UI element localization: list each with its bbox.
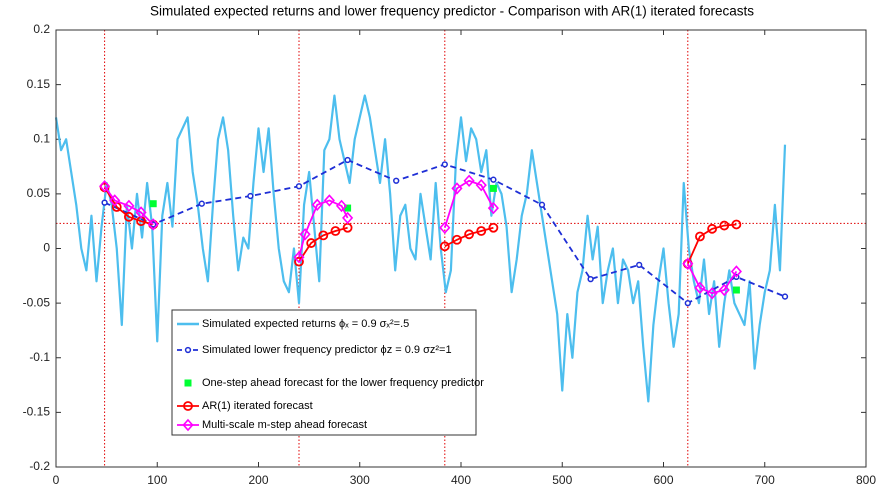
y-tick-label: 0 xyxy=(43,241,50,255)
marker xyxy=(393,177,400,184)
marker xyxy=(706,287,718,300)
y-tick-label: -0.05 xyxy=(23,295,51,309)
marker xyxy=(463,174,475,187)
marker xyxy=(101,199,108,206)
legend-label: AR(1) iterated forecast xyxy=(202,400,313,412)
marker xyxy=(464,229,475,240)
marker xyxy=(109,194,121,207)
marker xyxy=(295,183,303,190)
marker xyxy=(475,178,487,192)
marker xyxy=(731,219,742,230)
marker xyxy=(149,200,157,208)
x-tick-label: 400 xyxy=(451,473,471,487)
marker xyxy=(123,211,134,222)
marker xyxy=(587,275,594,283)
marker xyxy=(489,184,497,192)
marker xyxy=(682,257,694,270)
marker xyxy=(198,200,205,207)
marker xyxy=(707,223,717,234)
marker xyxy=(147,218,159,231)
marker xyxy=(718,283,730,297)
marker xyxy=(452,234,462,245)
marker xyxy=(323,194,335,207)
x-tick-label: 700 xyxy=(755,473,775,487)
series-line xyxy=(54,94,787,403)
y-tick-label: 0.15 xyxy=(27,77,51,91)
marker xyxy=(538,201,546,208)
marker xyxy=(441,161,448,168)
y-tick-label: 0.1 xyxy=(33,131,50,145)
x-tick-label: 0 xyxy=(53,473,60,487)
legend-marker xyxy=(184,346,192,354)
marker xyxy=(247,192,254,200)
marker xyxy=(732,286,740,294)
marker xyxy=(636,261,643,269)
legend-marker xyxy=(184,379,192,387)
marker xyxy=(330,226,341,236)
legend-label: Simulated lower frequency predictor ϕz =… xyxy=(202,344,452,356)
marker xyxy=(293,251,305,264)
marker xyxy=(439,221,451,234)
marker xyxy=(451,182,463,195)
marker xyxy=(123,199,135,213)
marker xyxy=(335,199,348,213)
y-tick-label: -0.1 xyxy=(29,350,50,364)
marker xyxy=(730,265,742,278)
legend-label: Simulated expected returns ϕₓ = 0.9 σₓ²=… xyxy=(202,318,409,330)
x-tick-label: 800 xyxy=(856,473,876,487)
chart-title: Simulated expected returns and lower fre… xyxy=(150,4,754,19)
series-line xyxy=(103,179,738,295)
x-tick-label: 500 xyxy=(552,473,572,487)
marker xyxy=(299,228,311,241)
marker xyxy=(487,201,499,215)
x-tick-label: 600 xyxy=(653,473,673,487)
marker xyxy=(719,220,730,231)
marker xyxy=(490,176,497,183)
marker xyxy=(99,180,111,193)
marker xyxy=(344,204,352,212)
y-tick-label: 0.2 xyxy=(33,22,50,36)
marker xyxy=(294,256,304,267)
axes-box xyxy=(55,29,867,468)
marker xyxy=(344,156,351,164)
legend-marker xyxy=(183,401,193,411)
marker xyxy=(342,211,354,225)
x-tick-label: 100 xyxy=(147,473,167,487)
x-tick-label: 300 xyxy=(350,473,370,487)
y-tick-label: 0.05 xyxy=(27,186,51,200)
marker xyxy=(318,230,329,241)
series-line xyxy=(103,186,737,265)
marker xyxy=(695,231,705,242)
legend-label: Multi-scale m-step ahead forecast xyxy=(202,419,367,431)
marker xyxy=(488,222,499,233)
x-tick-label: 200 xyxy=(248,473,268,487)
marker xyxy=(306,238,317,248)
marker xyxy=(684,299,691,307)
y-tick-label: -0.15 xyxy=(23,405,51,419)
legend-label: One-step ahead forecast for the lower fr… xyxy=(202,377,484,389)
legend-marker xyxy=(182,418,194,432)
marker xyxy=(135,206,147,219)
y-tick-label: -0.2 xyxy=(29,459,50,473)
marker xyxy=(439,241,450,252)
marker xyxy=(694,281,706,295)
marker xyxy=(476,226,487,236)
legend: Simulated expected returns ϕₓ = 0.9 σₓ²=… xyxy=(171,309,484,436)
marker xyxy=(781,293,789,300)
marker xyxy=(311,198,323,211)
legend-box xyxy=(171,309,477,436)
